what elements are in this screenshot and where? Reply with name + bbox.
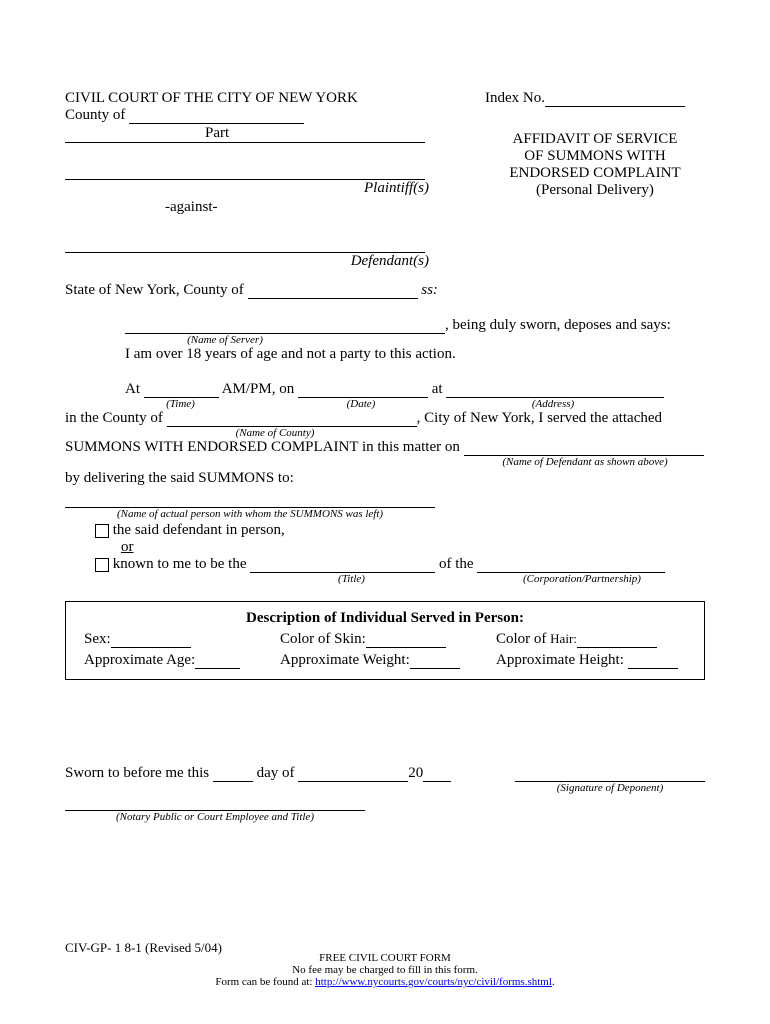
name-server-label: (Name of Server) — [125, 334, 325, 346]
index-label: Index No. — [485, 90, 545, 106]
person-name-blank[interactable] — [65, 491, 435, 508]
state-county-blank[interactable] — [248, 298, 418, 299]
title-label: (Title) — [259, 573, 444, 585]
county-label: County of — [65, 107, 125, 123]
sworn-month-blank[interactable] — [298, 781, 408, 782]
name-county-label: (Name of County) — [175, 427, 375, 439]
sex-blank[interactable] — [111, 647, 191, 648]
server-name-blank[interactable] — [125, 333, 445, 334]
checkbox-known[interactable] — [95, 558, 109, 572]
plaintiff-line[interactable] — [65, 159, 425, 180]
affidavit-title-2: OF SUMMONS WITH — [485, 148, 705, 165]
ampm-label: AM/PM, on — [222, 381, 295, 397]
date-label: (Date) — [296, 398, 426, 410]
or-label: or — [65, 539, 705, 556]
height-label: Approximate Height: — [496, 652, 624, 668]
part-label: Part — [205, 125, 229, 142]
notary-blank[interactable] — [65, 796, 365, 811]
weight-blank[interactable] — [410, 668, 460, 669]
of-the: of the — [435, 556, 473, 572]
being-duly: , being duly sworn, deposes and says: — [445, 317, 671, 333]
skin-label: Color of Skin: — [280, 631, 366, 647]
hair-label2: Hair: — [550, 631, 577, 646]
year-prefix: 20 — [408, 765, 423, 781]
corp-label: (Corporation/Partnership) — [488, 573, 676, 585]
over18-text: I am over 18 years of age and not a part… — [65, 346, 705, 363]
age-label: Approximate Age: — [84, 652, 195, 668]
known-to-me: known to me to be the — [109, 556, 246, 572]
height-blank[interactable] — [628, 668, 678, 669]
state-text: State of New York, County of — [65, 282, 244, 298]
footer-3a: Form can be found at: — [215, 976, 315, 988]
sworn-day-blank[interactable] — [213, 781, 253, 782]
notary-label: (Notary Public or Court Employee and Tit… — [65, 811, 365, 823]
time-label: (Time) — [143, 398, 218, 410]
delivering-text: by delivering the said SUMMONS to: — [65, 470, 705, 487]
description-box: Description of Individual Served in Pers… — [65, 601, 705, 680]
sig-deponent: (Signature of Deponent) — [515, 782, 705, 794]
skin-blank[interactable] — [366, 647, 446, 648]
address-label: (Address) — [444, 398, 662, 410]
at-label: At — [125, 381, 140, 397]
sworn-text: Sworn to before me this — [65, 765, 209, 781]
affidavit-title-3: ENDORSED COMPLAINT — [485, 165, 705, 182]
said-defendant: the said defendant in person, — [109, 522, 285, 538]
defendant-label: Defendant(s) — [351, 253, 429, 270]
sex-label: Sex: — [84, 631, 111, 647]
name-person-label: (Name of actual person with whom the SUM… — [65, 508, 435, 520]
age-blank[interactable] — [195, 668, 240, 669]
index-blank[interactable] — [545, 106, 685, 107]
in-county-label: in the County of — [65, 410, 163, 426]
court-title: CIVIL COURT OF THE CITY OF NEW YORK — [65, 90, 435, 107]
checkbox-defendant[interactable] — [95, 524, 109, 538]
affidavit-title-1: AFFIDAVIT OF SERVICE — [485, 131, 705, 148]
name-defendant-label: (Name of Defendant as shown above) — [465, 456, 705, 468]
ss-label: ss: — [421, 282, 438, 298]
affidavit-subtitle: (Personal Delivery) — [485, 182, 705, 199]
hair-label: Color of — [496, 631, 546, 647]
day-of: day of — [257, 765, 295, 781]
summons-text: SUMMONS WITH ENDORSED COMPLAINT in this … — [65, 439, 460, 455]
plaintiff-label: Plaintiff(s) — [364, 180, 429, 197]
footer-2: No fee may be charged to fill in this fo… — [65, 964, 705, 976]
weight-label: Approximate Weight: — [280, 652, 410, 668]
footer-3c: . — [552, 976, 555, 988]
defendant-line[interactable] — [65, 232, 425, 253]
city-served: , City of New York, I served the attache… — [417, 410, 662, 426]
hair-blank[interactable] — [577, 647, 657, 648]
footer-link[interactable]: http://www.nycourts.gov/courts/nyc/civil… — [315, 976, 552, 988]
desc-title: Description of Individual Served in Pers… — [84, 610, 686, 627]
at2-label: at — [432, 381, 443, 397]
against-label: -against- — [65, 199, 435, 216]
sworn-year-blank[interactable] — [423, 781, 451, 782]
